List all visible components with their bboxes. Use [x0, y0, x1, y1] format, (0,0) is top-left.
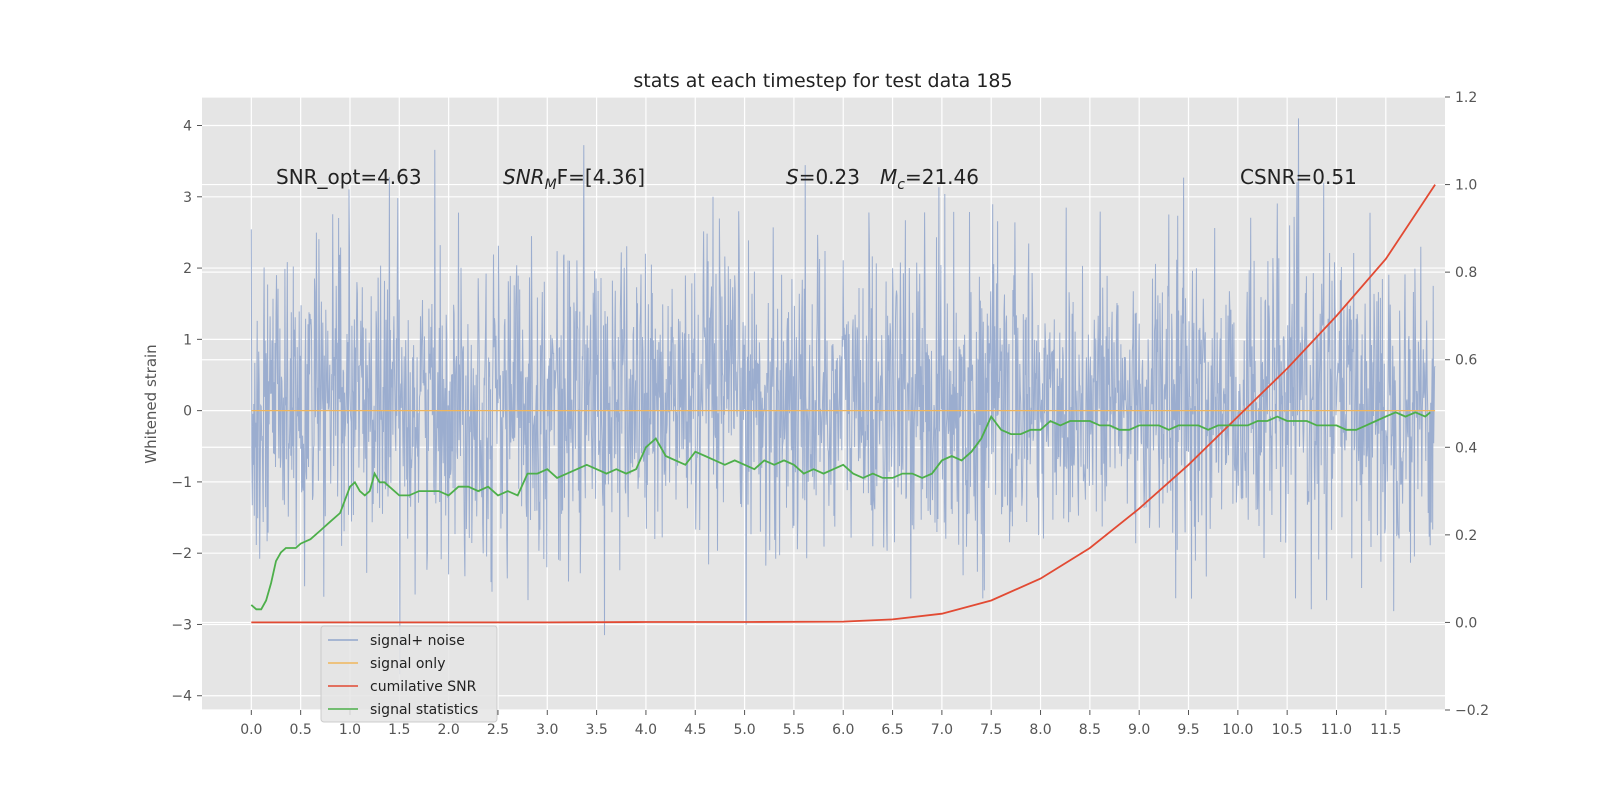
x-tick-label: 0.0 — [240, 722, 262, 738]
x-tick-label: 8.0 — [1029, 722, 1051, 738]
legend-label-signal-noise: signal+ noise — [370, 633, 465, 649]
y2-tick-label: −0.2 — [1455, 703, 1489, 719]
y-tick-label: 3 — [183, 190, 192, 206]
y2-tick-label: 0.6 — [1455, 353, 1477, 369]
series-signal-noise — [250, 118, 1436, 675]
y2-tick-label: 0.2 — [1455, 528, 1477, 544]
y-tick-label: 0 — [183, 404, 192, 420]
y-tick-label: −4 — [171, 689, 192, 705]
y2-tick-label: 0.8 — [1455, 265, 1477, 281]
y-tick-label: −2 — [171, 546, 192, 562]
x-tick-label: 1.0 — [339, 722, 361, 738]
x-tick-label: 11.0 — [1321, 722, 1352, 738]
x-axis: 0.0 0.5 1.0 1.5 2.0 2.5 3.0 3.5 4.0 4.5 5.0 5.5 6.0 6… — [240, 710, 1401, 738]
legend-label-signal-statistics: signal statistics — [370, 702, 478, 718]
line-signal-statistics — [250, 411, 1431, 611]
y2-tick-label: 1.2 — [1455, 90, 1477, 106]
x-tick-label: 2.0 — [437, 722, 459, 738]
y2-tick-label: 0.4 — [1455, 440, 1477, 456]
legend-box — [320, 625, 498, 723]
y-axis-right: −0.2 0.0 0.2 0.4 0.6 0.8 1.0 1.2 — [1445, 90, 1489, 719]
y-tick-label: −3 — [171, 617, 192, 633]
x-tick-label: 7.5 — [980, 722, 1002, 738]
chart-title: stats at each timestep for test data 185 — [633, 70, 1012, 92]
x-tick-label: 4.0 — [635, 722, 657, 738]
y-tick-label: 2 — [183, 261, 192, 277]
x-tick-label: 3.5 — [585, 722, 607, 738]
annotation-csnr: CSNR=0.51 — [1240, 165, 1357, 189]
x-tick-label: 10.5 — [1272, 722, 1303, 738]
x-tick-label: 10.0 — [1222, 722, 1253, 738]
x-tick-label: 11.5 — [1370, 722, 1401, 738]
line-signal-noise — [250, 118, 1436, 675]
x-tick-label: 6.0 — [832, 722, 854, 738]
line-cumulative-snr — [251, 184, 1436, 624]
annotation-snr-opt: SNR_opt=4.63 — [276, 165, 422, 189]
x-tick-label: 8.5 — [1079, 722, 1101, 738]
annotation-mc: Mc=21.46 — [880, 165, 979, 193]
x-tick-label: 9.0 — [1128, 722, 1150, 738]
x-tick-label: 5.5 — [783, 722, 805, 738]
y-tick-label: 4 — [183, 119, 192, 135]
y-tick-label: −1 — [171, 475, 192, 491]
legend-label-signal-only: signal only — [370, 656, 445, 672]
x-tick-label: 2.5 — [487, 722, 509, 738]
y-axis-label: Whitened strain — [142, 344, 160, 463]
x-tick-label: 4.5 — [684, 722, 706, 738]
x-tick-label: 1.5 — [388, 722, 410, 738]
y2-tick-label: 1.0 — [1455, 178, 1477, 194]
y-tick-label: 1 — [183, 332, 192, 348]
annotation-snr-mf: SNRMF=[4.36] — [503, 165, 645, 193]
series-lines — [250, 184, 1436, 624]
x-tick-label: 0.5 — [290, 722, 312, 738]
x-tick-label: 7.0 — [931, 722, 953, 738]
y2-tick-label: 0.0 — [1455, 615, 1477, 631]
x-tick-label: 6.5 — [881, 722, 903, 738]
legend-label-cumulative-snr: cumilative SNR — [370, 679, 477, 695]
legend: signal+ noise signal only cumilative SNR… — [320, 625, 498, 723]
x-tick-label: 9.5 — [1177, 722, 1199, 738]
y-axis-left: −4 −3 −2 −1 0 1 2 3 4 — [171, 119, 202, 705]
x-tick-label: 3.0 — [536, 722, 558, 738]
annotation-s: S=0.23 — [786, 165, 860, 189]
x-tick-label: 5.0 — [733, 722, 755, 738]
